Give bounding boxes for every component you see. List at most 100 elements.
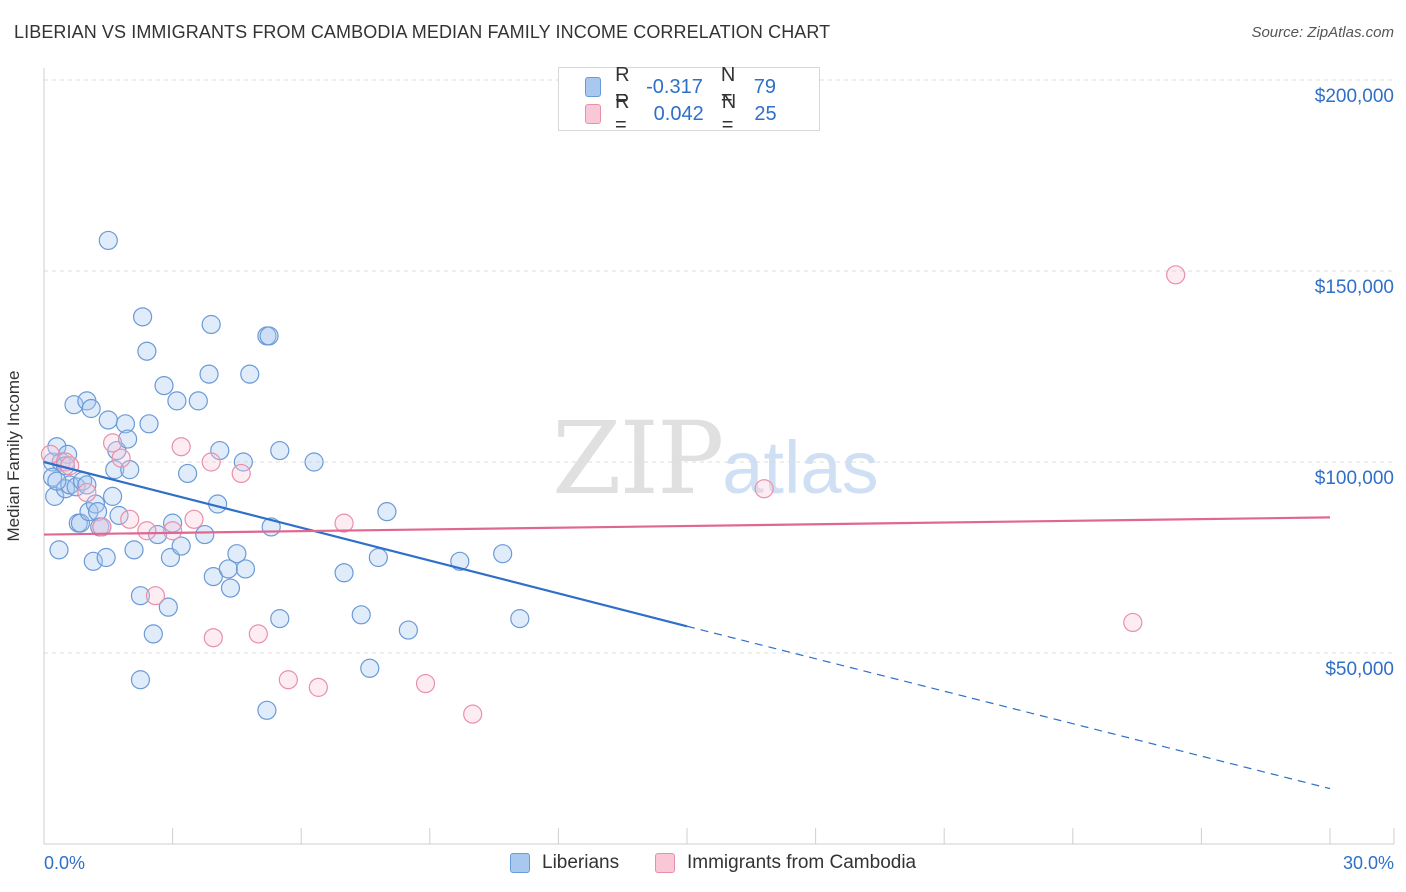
cambodia-point (120, 509, 140, 529)
chart-title: LIBERIAN VS IMMIGRANTS FROM CAMBODIA MED… (14, 22, 831, 42)
liberian-point (158, 597, 178, 617)
correlation-legend: R = -0.317 N = 79 R = 0.042 N = 25 (558, 64, 820, 136)
liberian-point (167, 391, 187, 411)
liberian-point (304, 452, 324, 472)
liberian-point (360, 658, 380, 678)
watermark-zip: ZIP (552, 400, 724, 517)
liberian-point (77, 475, 97, 495)
liberian-point (199, 364, 219, 384)
liberian-point (47, 437, 67, 457)
liberian-point (171, 536, 191, 556)
liberian-point (102, 486, 123, 506)
legend-r-label: R = (615, 64, 630, 109)
cambodia-point (145, 586, 166, 606)
liberian-point (270, 609, 290, 629)
legend-n-value: 25 (754, 102, 777, 125)
y-tick-label: $50,000 (1325, 659, 1394, 680)
liberian-point (132, 307, 153, 327)
liberian-point (270, 440, 290, 461)
watermark-atlas: atlas (722, 426, 879, 509)
legend-n-value: 79 (753, 75, 777, 98)
cambodia-point (231, 463, 251, 484)
cambodia-point (137, 521, 157, 541)
cambodia-point (92, 517, 112, 537)
liberian-point (201, 314, 221, 335)
liberian-point (377, 502, 397, 522)
cambodia-point (111, 448, 131, 468)
legend-swatch-blue (510, 853, 530, 873)
cambodia-point (203, 628, 223, 648)
liberian-point (510, 609, 530, 629)
liberian-point (139, 414, 159, 434)
legend-row-cambodia: R = 0.042 N = 25 (585, 91, 819, 136)
cambodia-point (77, 482, 97, 503)
legend-r-value: 0.042 (653, 102, 704, 125)
legend-label: Immigrants from Cambodia (687, 852, 917, 873)
legend-swatch-blue (585, 77, 602, 97)
liberian-point (147, 524, 168, 545)
liberian-point (220, 578, 241, 598)
liberian-point (81, 398, 101, 419)
cambodia-point (184, 509, 204, 529)
y-tick-label: $200,000 (1314, 86, 1394, 107)
liberian-point (57, 444, 78, 464)
liberian-point (178, 463, 198, 484)
cambodia-point (201, 452, 221, 472)
liberian-point (240, 364, 260, 384)
liberian-point (143, 624, 163, 644)
liberian-point (493, 544, 513, 564)
bottom-legend-cambodia: Immigrants from Cambodia (655, 852, 916, 874)
liberian-point (130, 586, 151, 606)
liberian-point (115, 414, 136, 434)
cambodia-point (334, 513, 354, 533)
legend-swatch-pink (655, 853, 675, 873)
liberian-trendline (43, 460, 688, 628)
legend-n-label: N = (721, 91, 737, 136)
legend-row-liberians: R = -0.317 N = 79 (585, 64, 819, 109)
liberian-trendline-extension (686, 625, 1331, 790)
liberian-point (105, 460, 125, 480)
cambodia-point (102, 433, 123, 453)
liberian-point (87, 502, 108, 522)
chart-source: Source: ZipAtlas.com (1251, 24, 1394, 41)
cambodia-point (163, 521, 183, 541)
liberian-point (154, 376, 174, 396)
legend-label: Liberians (542, 852, 620, 873)
liberian-point (398, 620, 418, 640)
liberian-point (45, 486, 65, 506)
cambodia-trendline (43, 516, 1331, 536)
watermark: ZIPatlas (552, 400, 879, 517)
cambodia-point (308, 677, 328, 697)
liberian-point (47, 471, 67, 491)
cambodia-point (1123, 612, 1143, 633)
liberian-point (137, 341, 157, 361)
liberian-point (195, 524, 215, 545)
cambodia-point (60, 456, 80, 476)
cambodia-point (171, 437, 191, 457)
legend-n-label: N = (720, 64, 736, 109)
legend-r-label: R = (615, 91, 630, 136)
liberian-point (257, 700, 277, 720)
y-tick-label: $150,000 (1314, 277, 1394, 298)
liberian-point (259, 326, 279, 346)
liberian-point (98, 230, 118, 251)
cambodia-point (463, 704, 483, 724)
liberian-point (334, 563, 354, 583)
liberian-point (49, 540, 69, 560)
liberian-point (83, 551, 103, 571)
liberian-point (109, 505, 129, 526)
y-tick-label: $100,000 (1314, 468, 1394, 489)
liberian-point (233, 452, 253, 472)
cambodia-point (754, 479, 774, 499)
cambodia-point (278, 670, 298, 690)
cambodia-point (248, 624, 268, 644)
liberian-point (130, 670, 151, 690)
liberian-point (117, 429, 138, 449)
liberian-point (96, 547, 116, 568)
liberian-point (98, 410, 118, 430)
liberian-point (203, 566, 223, 587)
x-tick-label-min: 0.0% (44, 853, 86, 873)
bottom-legend-liberians: Liberians (510, 852, 619, 874)
liberian-point (235, 559, 256, 579)
